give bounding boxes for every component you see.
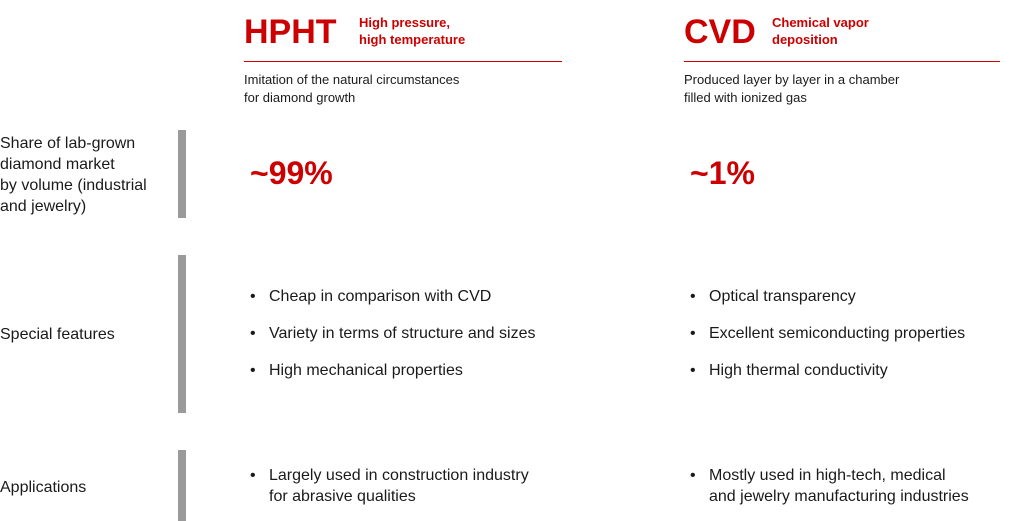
market-share: ~99%	[250, 155, 333, 191]
column-description: filled with ionized gas	[684, 90, 807, 105]
column-full-name: Chemical vapor	[772, 15, 869, 30]
row-label: Applications	[0, 479, 87, 496]
bullet-item: Largely used in construction industry	[244, 465, 529, 486]
row-label: by volume (industrial	[0, 177, 147, 194]
bullet-item: High thermal conductivity	[684, 360, 888, 381]
market-share: ~1%	[690, 155, 755, 191]
column-description: Produced layer by layer in a chamber	[684, 72, 900, 87]
bullet-item: Variety in terms of structure and sizes	[244, 323, 535, 344]
column-acronym: CVD	[684, 13, 756, 51]
row-label: Share of lab-grown	[0, 135, 136, 152]
row-label: and jewelry)	[0, 198, 87, 215]
row-label: Special features	[0, 326, 115, 343]
column-description: for diamond growth	[244, 90, 356, 105]
bullet-item: and jewelry manufacturing industries	[709, 488, 969, 505]
bullet-item: Cheap in comparison with CVD	[244, 286, 491, 307]
bullet-item: Excellent semiconducting properties	[684, 323, 965, 344]
column-acronym: HPHT	[244, 13, 337, 51]
column-full-name: deposition	[772, 32, 838, 47]
row-divider	[178, 255, 186, 413]
column-full-name: High pressure,	[359, 15, 451, 30]
bullet-item: Optical transparency	[684, 286, 856, 307]
header-rule	[244, 61, 562, 62]
row-label: diamond market	[0, 156, 115, 173]
bullet-item: Mostly used in high-tech, medical	[684, 465, 946, 486]
header-rule	[684, 61, 1000, 62]
bullet-item: for abrasive qualities	[269, 488, 416, 505]
row-divider	[178, 130, 186, 218]
bullet-item: High mechanical properties	[244, 360, 463, 381]
column-description: Imitation of the natural circumstances	[244, 72, 460, 87]
column-full-name: high temperature	[359, 32, 466, 47]
row-divider	[178, 450, 186, 521]
